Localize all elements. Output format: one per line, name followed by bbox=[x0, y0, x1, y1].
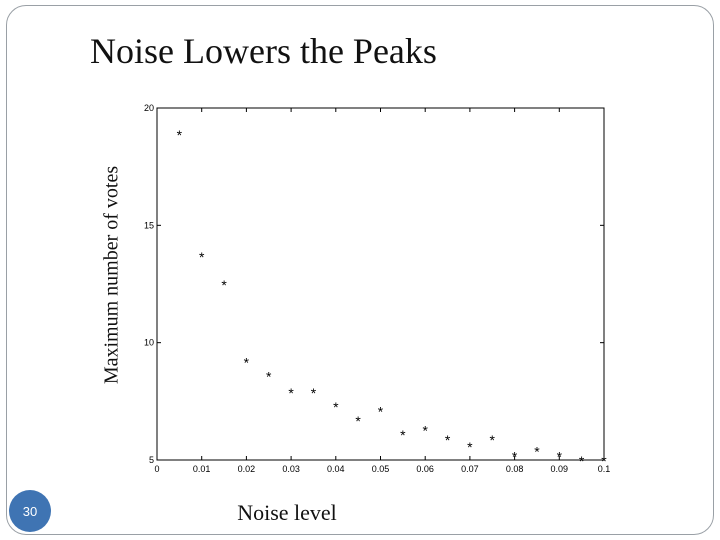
x-tick-label: 0.08 bbox=[506, 464, 524, 474]
data-point: * bbox=[400, 427, 406, 443]
y-tick-label: 15 bbox=[144, 220, 154, 230]
y-axis-label: Maximum number of votes bbox=[100, 165, 123, 385]
page-number-badge: 30 bbox=[9, 490, 51, 532]
data-point: * bbox=[534, 444, 540, 460]
data-point: * bbox=[422, 422, 428, 438]
x-tick-label: 0.01 bbox=[193, 464, 211, 474]
slide-frame bbox=[6, 5, 714, 535]
y-tick-label: 20 bbox=[144, 103, 154, 113]
data-point: * bbox=[512, 448, 518, 464]
data-point: * bbox=[467, 439, 473, 455]
x-tick-label: 0.04 bbox=[327, 464, 345, 474]
x-tick-label: 0.1 bbox=[598, 464, 611, 474]
data-points: * * * * * * * * * * * * * * * * * * * * bbox=[177, 127, 608, 469]
x-tick-label: 0.03 bbox=[282, 464, 300, 474]
data-point: * bbox=[244, 354, 250, 370]
page-number: 30 bbox=[22, 503, 38, 519]
x-tick-label: 0 bbox=[154, 464, 159, 474]
data-point: * bbox=[221, 277, 227, 293]
x-tick-label: 0.05 bbox=[372, 464, 390, 474]
data-point: * bbox=[177, 127, 183, 143]
x-tick-label: 0.09 bbox=[551, 464, 569, 474]
data-point: * bbox=[378, 404, 384, 420]
data-point: * bbox=[333, 399, 339, 415]
x-tick-label: 0.02 bbox=[238, 464, 256, 474]
y-tick-label: 10 bbox=[144, 338, 154, 348]
axis-tick-labels: 0 0.01 0.02 0.03 0.04 0.05 0.06 0.07 0.08 0.09 0.1… bbox=[144, 103, 610, 474]
data-point: * bbox=[601, 453, 607, 469]
data-point: * bbox=[445, 432, 451, 448]
x-tick-label: 0.07 bbox=[461, 464, 479, 474]
data-point: * bbox=[288, 385, 294, 401]
data-point: * bbox=[490, 432, 496, 448]
slide-title: Noise Lowers the Peaks bbox=[90, 31, 437, 71]
x-tick-label: 0.06 bbox=[416, 464, 434, 474]
data-point: * bbox=[355, 413, 361, 429]
data-point: * bbox=[557, 448, 563, 464]
data-point: * bbox=[266, 369, 272, 385]
y-tick-label: 5 bbox=[149, 455, 154, 465]
data-point: * bbox=[199, 249, 205, 265]
x-axis-label: Noise level bbox=[237, 500, 337, 525]
data-point: * bbox=[579, 453, 585, 469]
data-point: * bbox=[311, 385, 317, 401]
axis-ticks bbox=[156, 107, 605, 461]
